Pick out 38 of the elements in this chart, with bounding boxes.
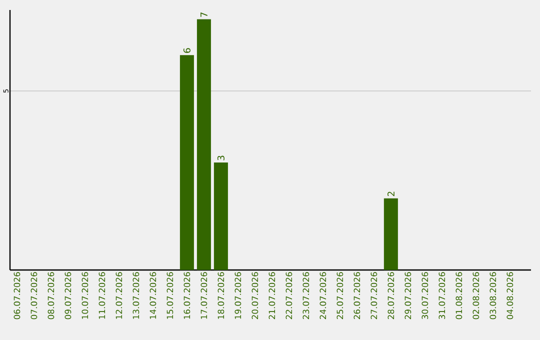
x-tick-label: 01.08.2026 [456, 272, 462, 320]
data-label: 6 [183, 48, 190, 53]
bar [196, 19, 211, 270]
x-tick-label: 16.07.2026 [184, 272, 190, 319]
x-tick-label: 25.07.2026 [336, 272, 344, 320]
bar [384, 198, 398, 270]
x-tick-label: 12.07.2026 [116, 272, 122, 319]
x-tick-label: 04.08.2026 [506, 272, 514, 320]
x-tick-label: 13.07.2026 [132, 272, 140, 319]
data-label: 3 [217, 156, 224, 160]
x-tick-label: 29.07.2026 [404, 272, 412, 320]
x-tick-label: 08.07.2026 [48, 272, 54, 320]
x-tick-label: 07.07.2026 [30, 272, 38, 320]
x-tick-label: 11.07.2026 [98, 272, 106, 319]
x-tick-label: 09.07.2026 [64, 272, 72, 320]
x-tick-label: 30.07.2026 [422, 272, 428, 320]
x-tick-label: 31.07.2026 [438, 272, 446, 320]
x-tick-label: 14.07.2026 [150, 272, 156, 319]
x-tick-label: 21.07.2026 [268, 272, 276, 320]
x-tick-label: 17.07.2026 [200, 272, 208, 319]
bar [180, 55, 194, 270]
x-tick-label: 03.08.2026 [490, 272, 496, 320]
x-tick-label: 26.07.2026 [354, 272, 360, 320]
x-tick-label: 18.07.2026 [218, 272, 224, 319]
data-label: 7 [200, 12, 208, 17]
x-tick-label: 20.07.2026 [252, 272, 258, 320]
x-tick-label: 06.07.2026 [14, 272, 20, 320]
x-tick-label: 10.07.2026 [82, 272, 88, 319]
x-tick-label: 23.07.2026 [302, 272, 310, 320]
x-tick-label: 02.08.2026 [472, 272, 480, 320]
x-tick-label: 27.07.2026 [370, 272, 378, 320]
x-tick-label: 24.07.2026 [320, 272, 326, 320]
x-tick-label: 15.07.2026 [166, 272, 174, 319]
data-label: 2 [387, 192, 394, 196]
x-tick-label: 19.07.2026 [234, 272, 242, 319]
x-tick-label: 22.07.2026 [286, 272, 292, 320]
x-tick-label: 28.07.2026 [388, 272, 394, 320]
bar [214, 162, 228, 270]
